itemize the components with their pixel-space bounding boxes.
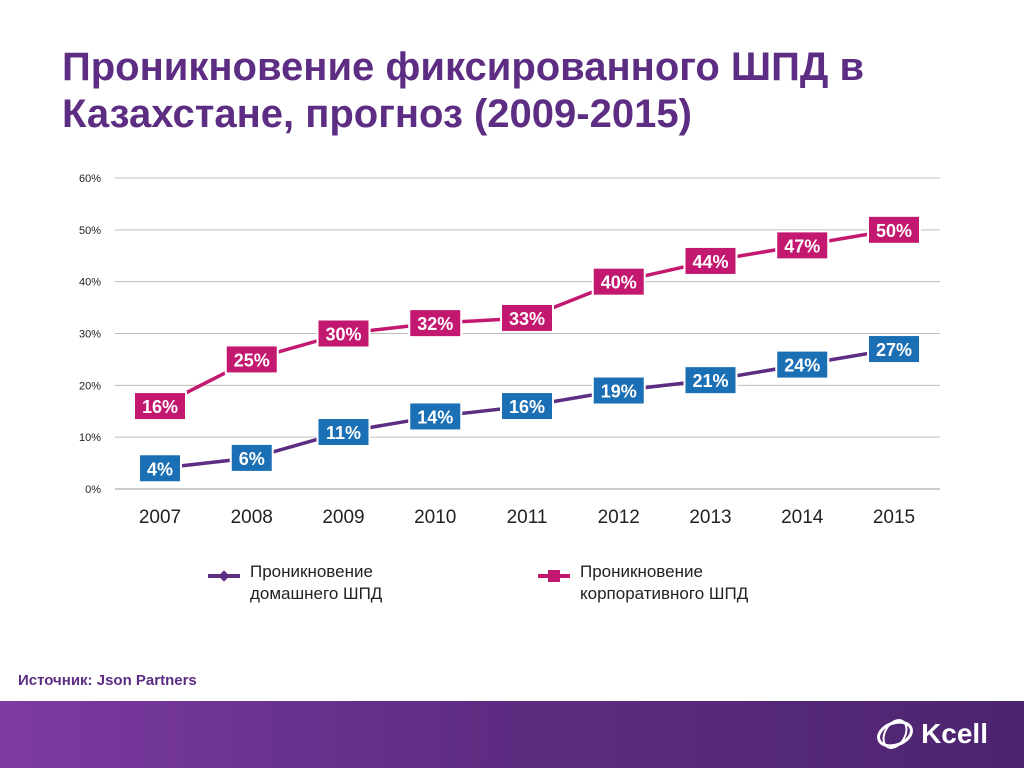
x-tick-label: 2015	[873, 507, 915, 528]
data-point-home	[775, 349, 830, 380]
data-point-home	[138, 453, 182, 484]
data-point-corporate	[133, 391, 187, 422]
data-point-corporate	[500, 302, 554, 333]
data-point-corporate	[224, 344, 279, 375]
data-point-home	[867, 334, 921, 365]
legend-corporate: Проникновение корпоративного ШПД	[536, 561, 810, 605]
y-tick-label: 20%	[79, 380, 101, 392]
x-tick-label: 2012	[598, 507, 640, 528]
data-label-home: 21%	[692, 371, 728, 391]
data-label-home: 27%	[876, 340, 912, 360]
data-label-corporate: 30%	[325, 325, 361, 345]
data-label-corporate: 40%	[601, 273, 637, 293]
kcell-logo: Kcell	[875, 716, 988, 752]
data-point-home	[683, 365, 738, 396]
legend-home-swatch	[206, 561, 242, 585]
data-point-corporate	[408, 308, 463, 339]
data-point-home	[316, 416, 371, 447]
y-tick-label: 50%	[79, 225, 101, 237]
data-label-home: 4%	[147, 459, 173, 479]
data-point-corporate	[867, 214, 921, 245]
kcell-logo-icon	[877, 719, 913, 749]
data-label-corporate: 16%	[142, 397, 178, 417]
kcell-logo-text: Kcell	[921, 718, 988, 749]
x-tick-label: 2010	[414, 507, 456, 528]
data-label-corporate: 47%	[784, 236, 820, 256]
y-tick-label: 0%	[85, 484, 101, 496]
legend-corporate-label-line1: Проникновение	[580, 562, 703, 581]
data-point-corporate	[683, 245, 738, 276]
legend-corporate-label-line2: корпоративного ШПД	[580, 584, 749, 603]
data-point-corporate	[775, 230, 830, 261]
x-tick-label: 2007	[139, 507, 181, 528]
data-point-home	[229, 442, 274, 473]
data-label-corporate: 25%	[234, 350, 270, 370]
data-label-home: 24%	[784, 356, 820, 376]
legend-home-label-line1: Проникновение	[250, 562, 373, 581]
page-title: Проникновение фиксированного ШПД в Казах…	[62, 45, 865, 136]
source-note: Источник: Json Partners	[18, 672, 197, 689]
x-tick-label: 2011	[507, 507, 548, 528]
legend-corporate-swatch	[536, 561, 572, 585]
x-tick-label: 2013	[689, 507, 731, 528]
data-point-home	[408, 401, 463, 432]
data-label-home: 16%	[509, 397, 545, 417]
data-point-home	[500, 391, 554, 422]
data-label-corporate: 44%	[692, 252, 728, 272]
y-tick-label: 30%	[79, 329, 101, 341]
x-tick-label: 2014	[781, 507, 824, 528]
data-label-home: 14%	[417, 407, 453, 427]
x-tick-label: 2008	[231, 507, 273, 528]
data-point-home	[591, 375, 646, 406]
data-label-home: 6%	[239, 449, 265, 469]
data-label-corporate: 50%	[876, 221, 912, 241]
data-label-corporate: 32%	[417, 314, 453, 334]
footer-bar	[0, 701, 1024, 768]
data-point-corporate	[591, 266, 646, 297]
data-label-home: 19%	[601, 382, 637, 402]
data-point-corporate	[316, 318, 371, 349]
y-tick-label: 40%	[79, 277, 101, 289]
line-chart: 0% 10% 20% 30% 40% 50% 60% 2007 2008 2009 2010 2011…	[79, 173, 940, 528]
legend-home-label-line2: домашнего ШПД	[250, 584, 383, 603]
legend-home: Проникновение домашнего ШПД	[206, 561, 480, 605]
x-tick-label: 2009	[322, 507, 364, 528]
y-tick-label: 10%	[79, 432, 101, 444]
y-tick-label: 60%	[79, 173, 101, 185]
data-label-home: 11%	[326, 423, 361, 443]
data-label-corporate: 33%	[509, 309, 545, 329]
